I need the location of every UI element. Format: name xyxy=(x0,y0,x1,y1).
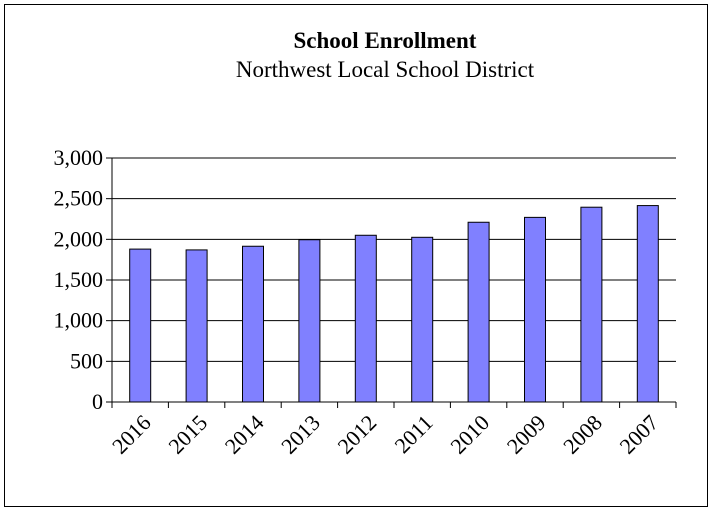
x-tick-label: 2012 xyxy=(333,410,382,459)
x-tick-label: 2010 xyxy=(445,410,494,459)
x-tick-label: 2008 xyxy=(558,410,607,459)
bar xyxy=(298,239,321,403)
x-tick-label: 2011 xyxy=(390,410,438,458)
y-axis-tick-labels: 0 500 1,000 1,500 2,000 2,500 3,000 xyxy=(54,145,104,414)
y-tick-label: 1,000 xyxy=(54,308,104,333)
axes xyxy=(106,157,677,408)
bars xyxy=(129,205,659,403)
bar xyxy=(242,245,264,403)
bar xyxy=(129,248,152,403)
bar xyxy=(580,206,603,403)
x-axis-tick-labels: 2016 2015 2014 2013 2012 2011 2010 2009 2008 2007 xyxy=(107,410,663,459)
bar xyxy=(411,236,434,403)
bar xyxy=(467,221,490,403)
y-tick-label: 500 xyxy=(70,348,103,373)
x-tick-label: 2016 xyxy=(107,410,156,459)
bar xyxy=(185,249,208,403)
y-tick-label: 2,500 xyxy=(54,186,104,211)
x-tick-label: 2007 xyxy=(615,410,664,459)
y-tick-label: 3,000 xyxy=(54,145,104,170)
x-tick-label: 2009 xyxy=(502,410,551,459)
bar xyxy=(636,205,659,403)
bar xyxy=(354,234,377,403)
chart-title: School Enrollment xyxy=(294,28,477,53)
x-tick-label: 2013 xyxy=(276,410,325,459)
chart-subtitle: Northwest Local School District xyxy=(236,57,535,82)
y-tick-label: 2,000 xyxy=(54,226,104,251)
y-tick-label: 1,500 xyxy=(54,267,104,292)
bar xyxy=(524,216,546,403)
y-tick-label: 0 xyxy=(92,389,103,414)
x-tick-label: 2015 xyxy=(163,410,212,459)
x-tick-label: 2014 xyxy=(220,410,269,459)
